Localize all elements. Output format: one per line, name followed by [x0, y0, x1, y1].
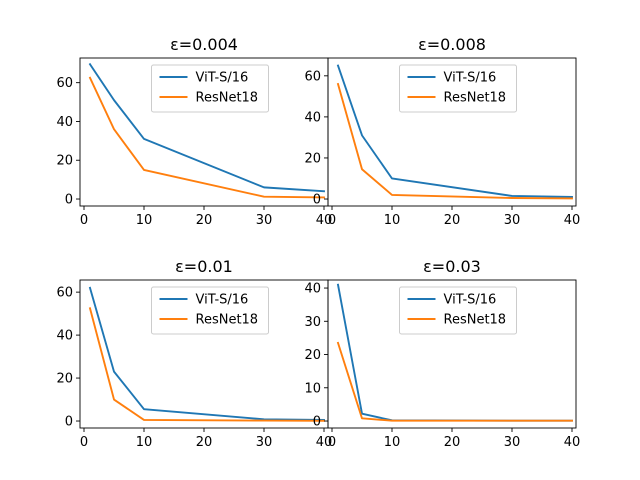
chart-panel-3: 0 10 20 30 40 0 20 40 60 ε=0.01 ViT-S/16 ResNet18 [56, 257, 332, 450]
legend-label: ResNet18 [196, 313, 259, 328]
legend-label: ResNet18 [444, 91, 507, 106]
series-line-resnet18 [336, 341, 573, 422]
y-tick-label: 60 [56, 76, 73, 91]
chart-title: ε=0.03 [423, 257, 481, 276]
chart-title: ε=0.004 [170, 35, 238, 54]
x-tick-label: 10 [384, 213, 401, 228]
chart-panel-1: 0 10 20 30 40 0 20 40 60 ε=0.004 ViT-S/16 ResNet18 [56, 35, 332, 228]
y-tick-label: 0 [65, 193, 73, 208]
y-tick-label: 40 [304, 110, 321, 125]
y-tick-label: 10 [304, 381, 321, 396]
chart-title: ε=0.008 [418, 35, 486, 54]
y-tick-label: 20 [304, 348, 321, 363]
y-tick-label: 20 [56, 154, 73, 169]
y-tick-label: 0 [65, 415, 73, 430]
x-tick-label: 20 [196, 435, 213, 450]
legend-label: ResNet18 [444, 313, 507, 328]
series-line-resnet18 [88, 76, 325, 199]
y-tick-label: 40 [56, 329, 73, 344]
x-tick-label: 30 [504, 213, 521, 228]
x-tick-label: 10 [136, 213, 153, 228]
y-tick-label: 30 [304, 315, 321, 330]
x-tick-label: 0 [80, 213, 88, 228]
x-tick-label: 0 [80, 435, 88, 450]
x-tick-label: 40 [316, 213, 333, 228]
chart-title: ε=0.01 [175, 257, 233, 276]
series-line-vit-s-16 [336, 64, 573, 198]
series-line-vit-s-16 [88, 62, 326, 193]
legend: ViT-S/16 ResNet18 [399, 286, 517, 335]
x-tick-label: 20 [444, 213, 461, 228]
x-tick-label: 10 [384, 435, 401, 450]
series-line-resnet18 [88, 307, 325, 422]
x-tick-label: 20 [196, 213, 213, 228]
y-tick-label: 20 [56, 372, 73, 387]
legend-label: ViT-S/16 [444, 71, 497, 86]
legend-label: ViT-S/16 [444, 293, 497, 308]
x-tick-label: 40 [316, 435, 333, 450]
x-tick-label: 30 [256, 435, 273, 450]
y-tick-label: 60 [304, 69, 321, 84]
x-tick-label: 40 [564, 213, 581, 228]
y-tick-label: 40 [304, 282, 321, 297]
x-tick-label: 0 [328, 213, 336, 228]
series-line-resnet18 [336, 82, 573, 200]
y-tick-label: 0 [313, 415, 321, 430]
y-tick-label: 40 [56, 115, 73, 130]
x-tick-label: 40 [564, 435, 581, 450]
legend: ViT-S/16 ResNet18 [151, 64, 269, 113]
x-tick-label: 30 [256, 213, 273, 228]
x-tick-label: 20 [444, 435, 461, 450]
x-tick-label: 30 [504, 435, 521, 450]
legend-label: ViT-S/16 [196, 71, 249, 86]
x-tick-label: 10 [136, 435, 153, 450]
y-tick-label: 60 [56, 286, 73, 301]
series-line-vit-s-16 [88, 286, 325, 421]
legend: ViT-S/16 ResNet18 [151, 286, 269, 335]
legend-label: ViT-S/16 [196, 293, 249, 308]
legend-label: ResNet18 [196, 91, 259, 106]
x-tick-label: 0 [328, 435, 336, 450]
y-tick-label: 0 [313, 193, 321, 208]
y-tick-label: 20 [304, 151, 321, 166]
legend: ViT-S/16 ResNet18 [399, 64, 517, 113]
